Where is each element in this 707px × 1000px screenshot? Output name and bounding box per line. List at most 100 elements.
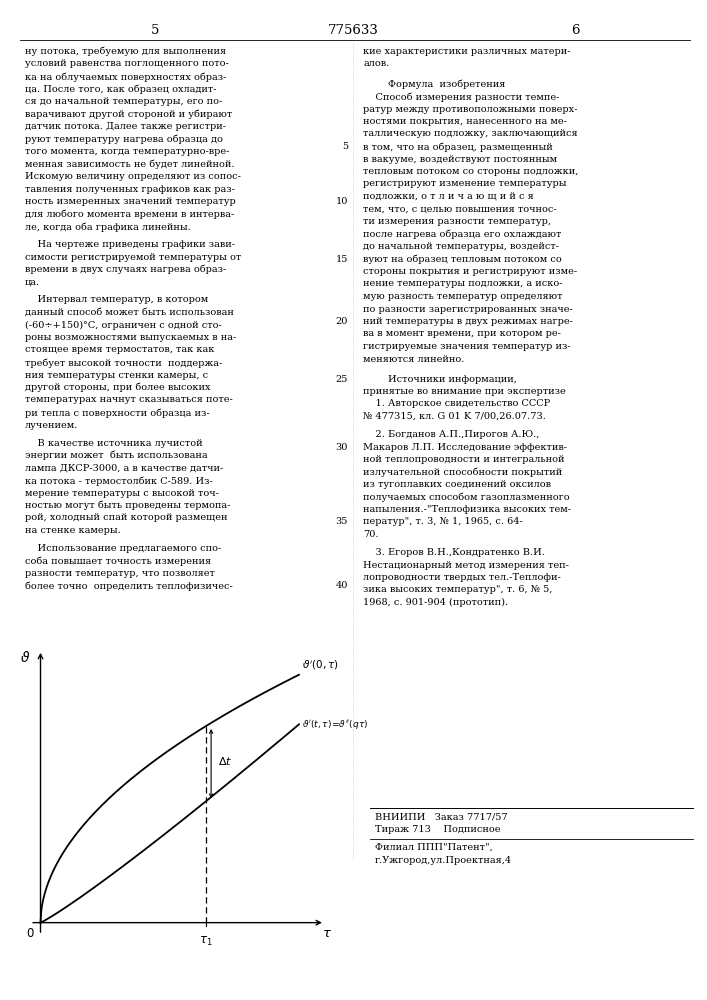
Text: 1. Авторское свидетельство СССР: 1. Авторское свидетельство СССР [363, 399, 550, 408]
Text: требует высокой точности  поддержа-: требует высокой точности поддержа- [25, 358, 222, 367]
Text: ле, когда оба графика линейны.: ле, когда оба графика линейны. [25, 222, 191, 232]
Text: На чертеже приведены графики зави-: На чертеже приведены графики зави- [25, 240, 235, 249]
Text: меняются линейно.: меняются линейно. [363, 355, 464, 363]
Text: $\tau_1$: $\tau_1$ [199, 935, 213, 948]
Text: ка потока - термостолбик С-589. Из-: ка потока - термостолбик С-589. Из- [25, 476, 213, 486]
Text: 2. Богданов А.П.,Пирогов А.Ю.,: 2. Богданов А.П.,Пирогов А.Ю., [363, 430, 539, 439]
Text: ратур между противоположными поверх-: ратур между противоположными поверх- [363, 104, 578, 113]
Text: Интервал температур, в котором: Интервал температур, в котором [25, 296, 209, 304]
Text: ти измерения разности температур,: ти измерения разности температур, [363, 217, 551, 226]
Text: мую разность температур определяют: мую разность температур определяют [363, 292, 563, 301]
Text: Тираж 713    Подписное: Тираж 713 Подписное [375, 825, 501, 834]
Text: нение температуры подложки, а иско-: нение температуры подложки, а иско- [363, 279, 563, 288]
Text: Способ измерения разности темпе-: Способ измерения разности темпе- [363, 92, 559, 102]
Text: более точно  определить теплофизичес-: более точно определить теплофизичес- [25, 582, 233, 591]
Text: другой стороны, при более высоких: другой стороны, при более высоких [25, 383, 211, 392]
Text: зика высоких температур", т. 6, № 5,: зика высоких температур", т. 6, № 5, [363, 585, 552, 594]
Text: по разности зарегистрированных значе-: по разности зарегистрированных значе- [363, 304, 573, 314]
Text: менная зависимость не будет линейной.: менная зависимость не будет линейной. [25, 159, 235, 169]
Text: стороны покрытия и регистрируют изме-: стороны покрытия и регистрируют изме- [363, 267, 577, 276]
Text: ной теплопроводности и интегральной: ной теплопроводности и интегральной [363, 455, 564, 464]
Text: Нестационарный метод измерения теп-: Нестационарный метод измерения теп- [363, 560, 569, 570]
Text: симости регистрируемой температуры от: симости регистрируемой температуры от [25, 252, 241, 261]
Text: напыления.-"Теплофизика высоких тем-: напыления.-"Теплофизика высоких тем- [363, 505, 571, 514]
Text: ностями покрытия, нанесенного на ме-: ностями покрытия, нанесенного на ме- [363, 117, 567, 126]
Text: соба повышает точность измерения: соба повышает точность измерения [25, 556, 211, 566]
Text: варачивают другой стороной и убирают: варачивают другой стороной и убирают [25, 109, 233, 119]
Text: Источники информации,: Источники информации, [363, 374, 517, 383]
Text: разности температур, что позволяет: разности температур, что позволяет [25, 569, 215, 578]
Text: (-60÷+150)°С, ограничен с одной сто-: (-60÷+150)°С, ограничен с одной сто- [25, 320, 222, 330]
Text: получаемых способом газоплазменного: получаемых способом газоплазменного [363, 493, 570, 502]
Text: условий равенства поглощенного пото-: условий равенства поглощенного пото- [25, 60, 229, 68]
Text: 70.: 70. [363, 530, 378, 539]
Text: 15: 15 [336, 254, 348, 263]
Text: ка на облучаемых поверхностях образ-: ка на облучаемых поверхностях образ- [25, 72, 226, 82]
Text: в вакууме, воздействуют постоянным: в вакууме, воздействуют постоянным [363, 154, 557, 163]
Text: ператур", т. 3, № 1, 1965, с. 64-: ператур", т. 3, № 1, 1965, с. 64- [363, 518, 522, 526]
Text: Филиал ППП"Патент",: Филиал ППП"Патент", [375, 843, 493, 852]
Text: Формула  изобретения: Формула изобретения [363, 80, 506, 89]
Text: ний температуры в двух режимах нагре-: ний температуры в двух режимах нагре- [363, 317, 573, 326]
Text: ца.: ца. [25, 277, 40, 286]
Text: ну потока, требуемую для выполнения: ну потока, требуемую для выполнения [25, 47, 226, 56]
Text: 3. Егоров В.Н.,Кондратенко В.И.: 3. Егоров В.Н.,Кондратенко В.И. [363, 548, 545, 557]
Text: на стенке камеры.: на стенке камеры. [25, 526, 121, 535]
Text: ва в момент времени, при котором ре-: ва в момент времени, при котором ре- [363, 330, 561, 338]
Text: Использование предлагаемого спо-: Использование предлагаемого спо- [25, 544, 221, 553]
Text: ся до начальной температуры, его по-: ся до начальной температуры, его по- [25, 97, 222, 106]
Text: $\vartheta'(t,\tau)\!=\!\vartheta''(q\tau)$: $\vartheta'(t,\tau)\!=\!\vartheta''(q\ta… [302, 718, 368, 731]
Text: датчик потока. Далее также регистри-: датчик потока. Далее также регистри- [25, 122, 226, 131]
Text: до начальной температуры, воздейст-: до начальной температуры, воздейст- [363, 242, 559, 251]
Text: 40: 40 [336, 582, 348, 590]
Text: в том, что на образец, размещенный: в том, что на образец, размещенный [363, 142, 553, 151]
Text: лопроводности твердых тел.-Теплофи-: лопроводности твердых тел.-Теплофи- [363, 573, 561, 582]
Text: В качестве источника лучистой: В качестве источника лучистой [25, 438, 203, 448]
Text: роны возможностями выпускаемых в на-: роны возможностями выпускаемых в на- [25, 333, 236, 342]
Text: вуют на образец тепловым потоком со: вуют на образец тепловым потоком со [363, 254, 562, 264]
Text: тавления полученных графиков как раз-: тавления полученных графиков как раз- [25, 184, 235, 194]
Text: ри тепла с поверхности образца из-: ри тепла с поверхности образца из- [25, 408, 209, 418]
Text: Макаров Л.П. Исследование эффектив-: Макаров Л.П. Исследование эффектив- [363, 442, 567, 452]
Text: гистрируемые значения температур из-: гистрируемые значения температур из- [363, 342, 571, 351]
Text: рой, холодный спай которой размещен: рой, холодный спай которой размещен [25, 514, 228, 522]
Text: температурах начнут сказываться поте-: температурах начнут сказываться поте- [25, 395, 233, 404]
Text: кие характеристики различных матери-: кие характеристики различных матери- [363, 47, 571, 56]
Text: данный способ может быть использован: данный способ может быть использован [25, 308, 234, 317]
Text: $\tau$: $\tau$ [322, 927, 332, 940]
Text: ностью могут быть проведены термопа-: ностью могут быть проведены термопа- [25, 501, 230, 510]
Text: времени в двух случаях нагрева образ-: времени в двух случаях нагрева образ- [25, 265, 226, 274]
Text: 5: 5 [151, 23, 159, 36]
Text: $\vartheta'(0,\tau)$: $\vartheta'(0,\tau)$ [302, 659, 339, 672]
Text: $\Delta t$: $\Delta t$ [218, 755, 232, 767]
Text: лучением.: лучением. [25, 420, 78, 430]
Text: $\vartheta$: $\vartheta$ [20, 650, 30, 665]
Text: из тугоплавких соединений оксилов: из тугоплавких соединений оксилов [363, 480, 551, 489]
Text: для любого момента времени в интерва-: для любого момента времени в интерва- [25, 210, 234, 219]
Text: 6: 6 [571, 23, 579, 36]
Text: ния температуры стенки камеры, с: ния температуры стенки камеры, с [25, 370, 208, 379]
Text: излучательной способности покрытий: излучательной способности покрытий [363, 468, 562, 477]
Text: мерение температуры с высокой точ-: мерение температуры с высокой точ- [25, 489, 219, 498]
Text: 5: 5 [342, 142, 348, 151]
Text: 20: 20 [336, 317, 348, 326]
Text: 30: 30 [336, 442, 348, 452]
Text: 775633: 775633 [327, 23, 378, 36]
Text: того момента, когда температурно-вре-: того момента, когда температурно-вре- [25, 147, 229, 156]
Text: руют температуру нагрева образца до: руют температуру нагрева образца до [25, 134, 223, 144]
Text: принятые во внимание при экспертизе: принятые во внимание при экспертизе [363, 387, 566, 396]
Text: 0: 0 [26, 927, 34, 940]
Text: Искомую величину определяют из сопос-: Искомую величину определяют из сопос- [25, 172, 241, 181]
Text: ца. После того, как образец охладит-: ца. После того, как образец охладит- [25, 85, 216, 94]
Text: 10: 10 [336, 197, 348, 206]
Text: стоящее время термостатов, так как: стоящее время термостатов, так как [25, 346, 214, 355]
Text: энергии может  быть использована: энергии может быть использована [25, 451, 208, 460]
Text: после нагрева образца его охлаждают: после нагрева образца его охлаждают [363, 230, 561, 239]
Text: тем, что, с целью повышения точнос-: тем, что, с целью повышения точнос- [363, 205, 556, 214]
Text: подложки, о т л и ч а ю щ и й с я: подложки, о т л и ч а ю щ и й с я [363, 192, 534, 201]
Text: 35: 35 [336, 518, 348, 526]
Text: тепловым потоком со стороны подложки,: тепловым потоком со стороны подложки, [363, 167, 578, 176]
Text: г.Ужгород,ул.Проектная,4: г.Ужгород,ул.Проектная,4 [375, 856, 512, 865]
Text: № 477315, кл. G 01 K 7/00,26.07.73.: № 477315, кл. G 01 K 7/00,26.07.73. [363, 412, 546, 421]
Text: алов.: алов. [363, 60, 390, 68]
